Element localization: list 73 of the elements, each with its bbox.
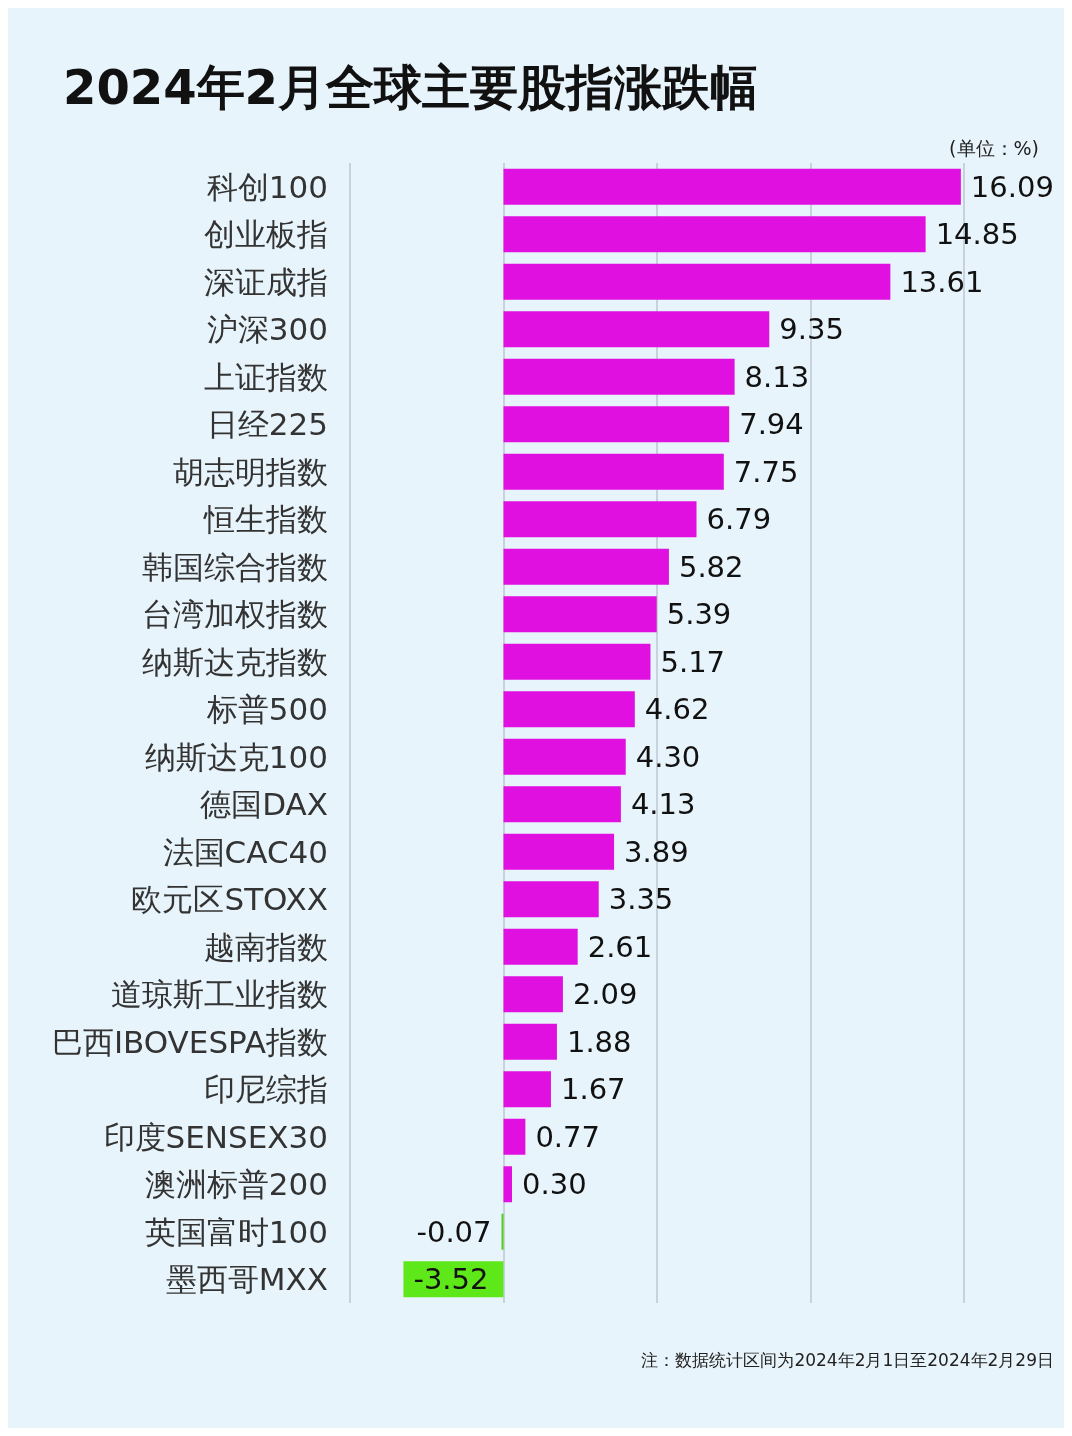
data-label: 7.94 [739,407,804,442]
y-tick-label: 胡志明指数 [173,453,328,490]
y-tick-label: 纳斯达克指数 [142,643,328,680]
bar [503,738,626,775]
data-label: 1.88 [566,1024,632,1059]
bar [503,263,891,300]
y-tick-label: 台湾加权指数 [142,596,328,633]
data-label: 3.35 [608,882,674,917]
bar [503,1023,557,1060]
y-tick-label: 纳斯达克100 [144,738,328,775]
bar [503,643,651,680]
y-tick-label: 越南指数 [204,928,328,965]
y-tick-label: 标普500 [205,691,328,728]
bar [503,928,578,965]
y-tick-label: 墨西哥MXX [165,1261,328,1298]
y-tick-label: 上证指数 [204,358,328,395]
chart-title: 2024年2月全球主要股指涨跌幅 [63,59,758,115]
y-tick-label: 印尼综指 [204,1071,328,1108]
bar [503,1166,513,1203]
data-label: 4.62 [644,692,710,727]
bar [503,453,724,490]
bar [503,1071,551,1108]
y-tick-label: 巴西IBOVESPA指数 [51,1023,328,1060]
data-label: 7.75 [733,454,799,489]
data-label: 4.13 [630,787,696,822]
data-label: 4.30 [635,739,701,774]
data-label: 16.09 [970,169,1054,204]
bar [503,691,635,728]
bar [503,501,697,538]
data-label: 8.13 [744,359,810,394]
data-label: 9.35 [779,312,844,347]
data-label: 3.89 [624,834,689,869]
y-tick-label: 日经225 [206,406,328,443]
data-label: 5.82 [678,549,744,584]
bar [503,548,669,585]
chart-subtitle: (单位：%) [949,136,1040,159]
data-label: 14.85 [935,217,1019,252]
y-tick-label: 欧元区STOXX [131,881,328,918]
y-tick-label: 德国DAX [200,786,328,823]
text: 注：数据统计区间为2024年2月1日至2024年2月29日 [641,1349,1054,1370]
data-label: 2.09 [572,977,638,1012]
data-label: 6.79 [706,502,772,537]
data-label: 13.61 [900,264,984,299]
bar [503,1118,526,1155]
data-label: 0.30 [522,1167,587,1202]
bar [503,786,621,823]
y-tick-label: 印度SENSEX30 [103,1118,328,1155]
data-label: -3.52 [413,1262,489,1297]
bar [503,358,735,395]
y-tick-label: 科创100 [206,168,328,205]
data-label: 0.77 [535,1119,600,1154]
y-tick-label: 澳洲标普200 [144,1166,328,1203]
bar [503,833,615,870]
bar [503,976,563,1013]
y-tick-label: 英国富时100 [144,1213,328,1250]
data-label: 5.17 [660,644,726,679]
bar [503,311,770,348]
data-label: 2.61 [587,929,653,964]
y-tick-label: 恒生指数 [203,501,328,538]
data-label: 1.67 [560,1072,626,1107]
y-tick-label: 法国CAC40 [162,833,328,870]
y-tick-label: 创业板指 [204,216,328,253]
y-tick-label: 深证成指 [204,263,328,300]
bar [503,596,657,633]
data-label: -0.07 [416,1214,492,1249]
bar [503,216,926,253]
bar [503,881,599,918]
bar [503,406,730,443]
bar [503,168,961,205]
y-tick-label: 沪深300 [206,311,328,348]
y-tick-label: 道琼斯工业指数 [111,976,328,1013]
data-label: 5.39 [666,597,732,632]
y-tick-label: 韩国综合指数 [142,548,328,585]
